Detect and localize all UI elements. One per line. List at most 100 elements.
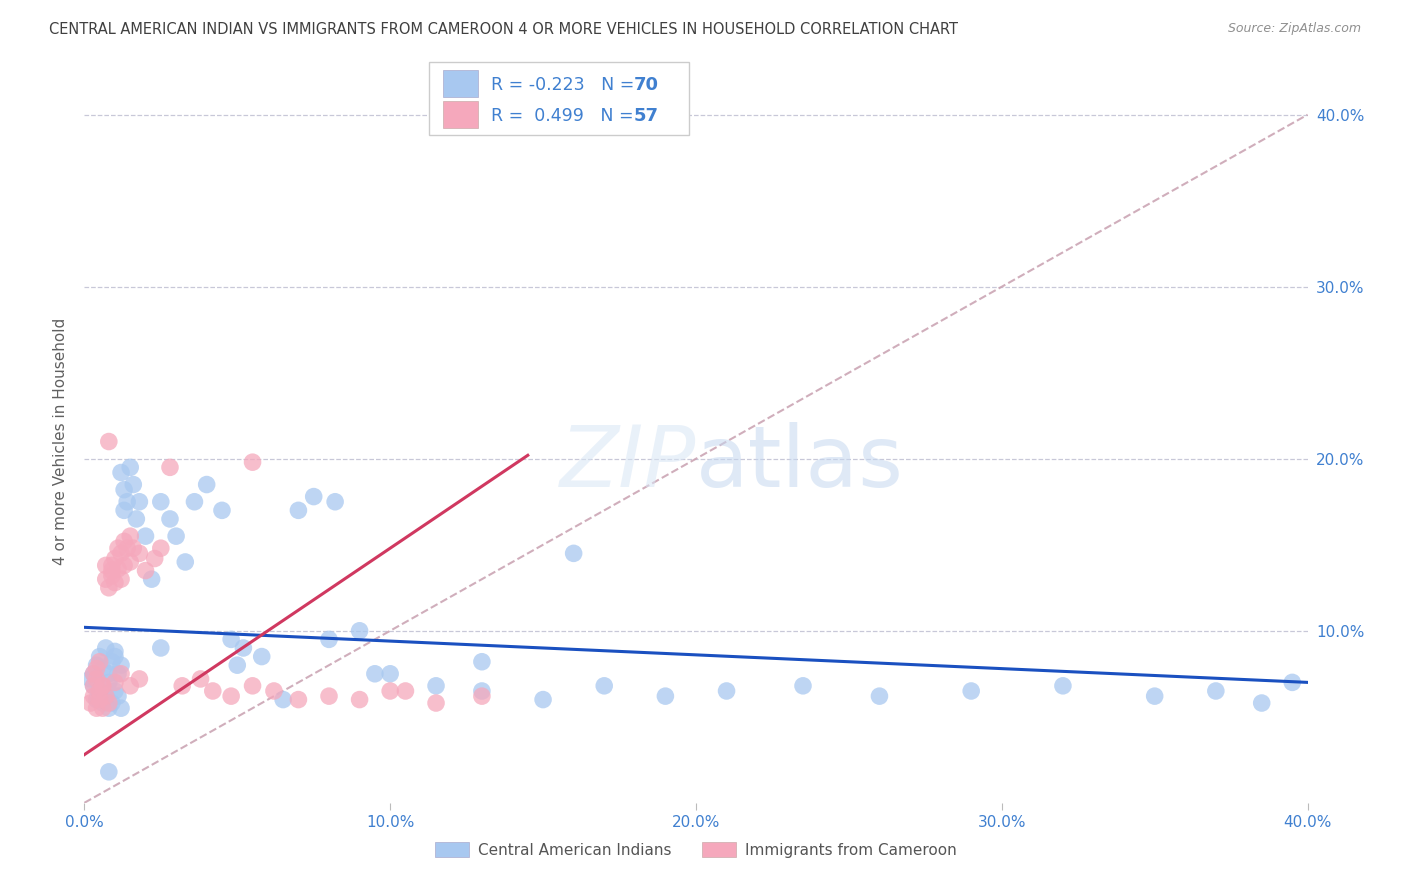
Point (97, 764, 120, 779)
Point (83, 679, 105, 693)
Point (226, 658, 249, 673)
Point (104, 644, 127, 658)
Point (101, 564, 124, 578)
Point (1052, 679, 1074, 693)
Point (91, 662, 114, 676)
Point (128, 546, 150, 560)
Point (89, 655, 111, 669)
Point (211, 503, 233, 517)
Point (531, 692, 554, 706)
Point (112, 558, 135, 573)
Point (183, 494, 205, 508)
Point (425, 679, 447, 693)
Text: R = -0.223   N =: R = -0.223 N = (491, 76, 640, 94)
Point (104, 575, 127, 590)
Point (97, 434, 120, 449)
Point (110, 466, 132, 480)
Point (318, 689, 340, 703)
Point (242, 679, 264, 693)
Point (107, 689, 129, 703)
Point (263, 684, 285, 698)
Text: 57: 57 (634, 107, 659, 126)
Point (250, 649, 273, 664)
Point (104, 649, 127, 664)
Point (120, 460, 142, 475)
Point (94, 689, 117, 703)
Point (101, 568, 124, 582)
Point (97, 701, 120, 715)
Point (172, 679, 194, 693)
Point (143, 551, 166, 566)
Point (122, 541, 145, 556)
Point (86, 692, 108, 706)
Point (94, 558, 117, 573)
Point (112, 534, 135, 549)
Point (1205, 684, 1227, 698)
Point (302, 490, 325, 504)
Point (91, 679, 114, 693)
Point (471, 689, 494, 703)
Point (149, 494, 172, 508)
Point (323, 494, 346, 508)
Point (89, 692, 111, 706)
Point (195, 477, 218, 491)
Text: 70: 70 (634, 76, 659, 94)
Point (654, 689, 676, 703)
Point (128, 494, 150, 508)
Point (141, 572, 163, 586)
Point (101, 696, 124, 710)
Point (83, 679, 105, 693)
Point (107, 541, 129, 556)
Point (112, 483, 135, 497)
Point (83, 666, 105, 681)
Point (135, 529, 157, 543)
Point (201, 684, 224, 698)
Point (110, 658, 132, 673)
Point (115, 494, 138, 508)
Point (287, 692, 309, 706)
Point (792, 679, 814, 693)
Point (1143, 689, 1166, 703)
Point (89, 649, 111, 664)
Point (97, 696, 120, 710)
Text: Source: ZipAtlas.com: Source: ZipAtlas.com (1227, 22, 1361, 36)
Point (242, 455, 264, 469)
Point (101, 558, 124, 573)
Point (120, 529, 142, 543)
Point (104, 675, 127, 690)
Text: ZIP: ZIP (560, 422, 696, 505)
Point (425, 696, 447, 710)
Legend: Central American Indians, Immigrants from Cameroon: Central American Indians, Immigrants fro… (429, 836, 963, 863)
Point (83, 689, 105, 703)
Point (97, 675, 120, 690)
Point (94, 640, 117, 655)
Point (149, 640, 172, 655)
Point (115, 541, 138, 556)
Point (287, 503, 309, 517)
Point (159, 512, 181, 526)
Point (107, 562, 129, 576)
Point (190, 672, 212, 686)
Point (219, 689, 242, 703)
Point (89, 684, 111, 698)
Point (174, 555, 197, 569)
Text: atlas: atlas (696, 422, 904, 505)
Point (471, 684, 494, 698)
Point (165, 529, 187, 543)
Point (380, 666, 402, 681)
Point (97, 666, 120, 681)
Point (86, 701, 108, 715)
Point (91, 679, 114, 693)
Point (104, 684, 127, 698)
Point (471, 655, 494, 669)
Point (219, 632, 242, 647)
Point (232, 640, 254, 655)
Point (593, 679, 616, 693)
Point (79, 672, 101, 686)
Point (83, 666, 105, 681)
Point (86, 662, 108, 676)
Point (349, 624, 371, 638)
Point (159, 460, 181, 475)
Point (110, 701, 132, 715)
Point (562, 546, 585, 560)
